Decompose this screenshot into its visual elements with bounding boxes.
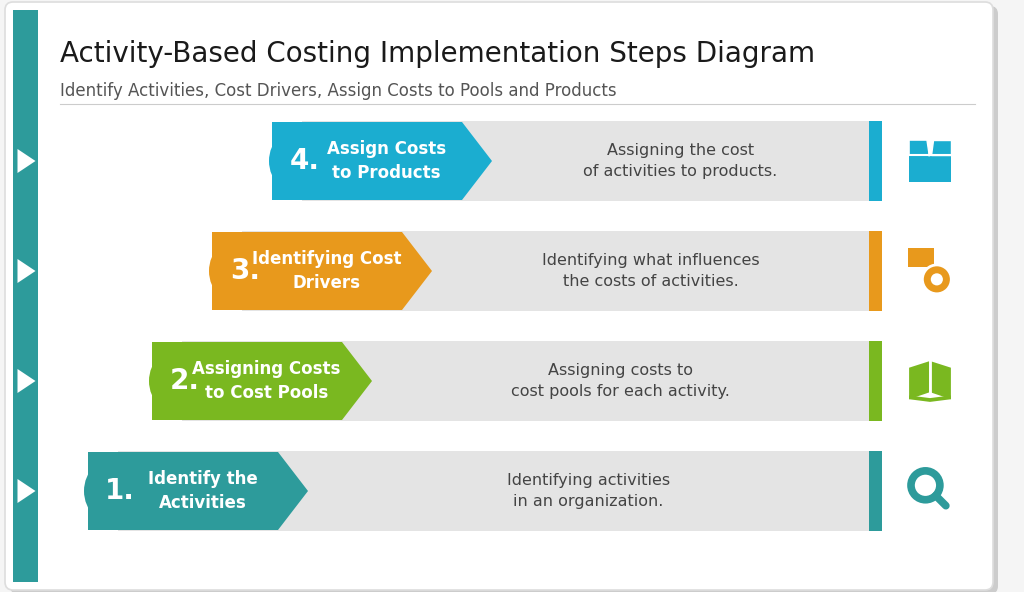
Bar: [242, 231, 882, 311]
Text: 4.: 4.: [290, 147, 319, 175]
Text: 3.: 3.: [230, 257, 260, 285]
Polygon shape: [909, 395, 951, 402]
Bar: [869, 341, 882, 421]
Text: Identify Activities, Cost Drivers, Assign Costs to Pools and Products: Identify Activities, Cost Drivers, Assig…: [60, 82, 616, 100]
Polygon shape: [931, 361, 951, 399]
Circle shape: [931, 274, 943, 285]
Circle shape: [84, 455, 156, 527]
Polygon shape: [88, 452, 308, 530]
FancyBboxPatch shape: [10, 6, 998, 592]
Polygon shape: [17, 259, 36, 283]
Text: 1.: 1.: [105, 477, 135, 505]
Polygon shape: [931, 140, 951, 155]
Bar: [302, 121, 882, 201]
Polygon shape: [909, 140, 929, 155]
Polygon shape: [272, 122, 492, 200]
Circle shape: [269, 125, 341, 197]
Bar: [869, 231, 882, 311]
Text: Assign Costs
to Products: Assign Costs to Products: [327, 140, 446, 182]
Text: Identifying Cost
Drivers: Identifying Cost Drivers: [252, 250, 401, 292]
Circle shape: [923, 265, 951, 294]
Polygon shape: [17, 149, 36, 173]
Bar: [869, 121, 882, 201]
Text: Identifying activities
in an organization.: Identifying activities in an organizatio…: [507, 473, 670, 509]
Polygon shape: [17, 369, 36, 393]
Text: Assigning the cost
of activities to products.: Assigning the cost of activities to prod…: [584, 143, 777, 179]
FancyBboxPatch shape: [5, 2, 993, 590]
Bar: [182, 341, 882, 421]
Text: 2.: 2.: [170, 367, 200, 395]
Text: Identify the
Activities: Identify the Activities: [147, 470, 257, 512]
Circle shape: [209, 235, 281, 307]
Polygon shape: [908, 248, 934, 267]
Text: Activity-Based Costing Implementation Steps Diagram: Activity-Based Costing Implementation St…: [60, 40, 815, 68]
FancyBboxPatch shape: [13, 10, 38, 582]
Bar: [118, 451, 882, 531]
Text: Assigning Costs
to Cost Pools: Assigning Costs to Cost Pools: [193, 360, 341, 402]
Polygon shape: [909, 361, 929, 399]
Text: Identifying what influences
the costs of activities.: Identifying what influences the costs of…: [542, 253, 760, 289]
Polygon shape: [909, 155, 951, 182]
Circle shape: [150, 345, 221, 417]
Polygon shape: [152, 342, 372, 420]
Polygon shape: [17, 479, 36, 503]
Text: Assigning costs to
cost pools for each activity.: Assigning costs to cost pools for each a…: [511, 363, 730, 399]
Polygon shape: [212, 232, 432, 310]
Bar: [869, 451, 882, 531]
